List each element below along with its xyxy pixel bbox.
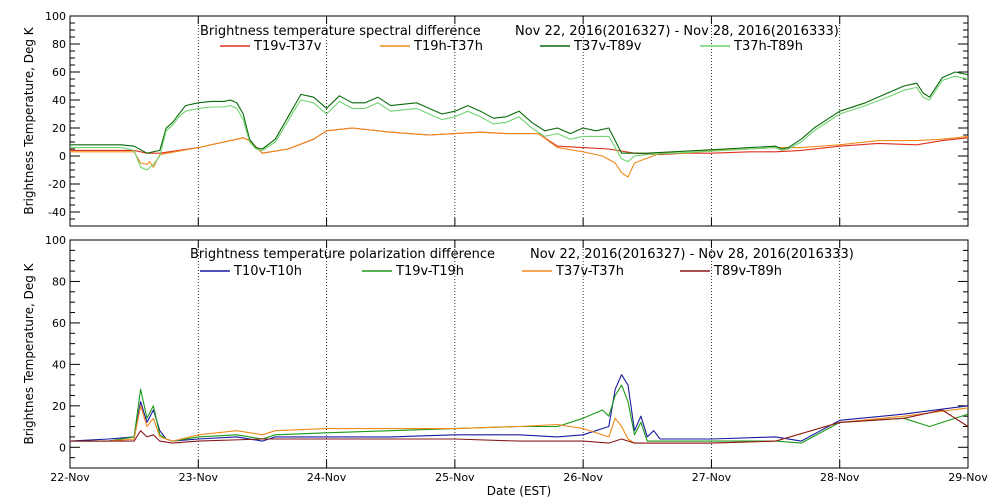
y-tick-label: -40 — [48, 206, 66, 219]
legend-label: T19h-T37h — [413, 39, 483, 54]
y-tick-label: 20 — [52, 400, 66, 413]
y-tick-label: 60 — [52, 317, 66, 330]
legend-label: T19v-T37v — [253, 39, 322, 54]
y-tick-label: 100 — [45, 234, 66, 247]
y-tick-label: -20 — [48, 178, 66, 191]
panel-bottom-ylabel: Brightnes Temperature, Deg K — [22, 262, 36, 444]
y-tick-label: 100 — [45, 10, 66, 23]
x-tick-label: 22-Nov — [50, 471, 90, 484]
x-axis-label: Date (EST) — [487, 484, 551, 498]
series-line-t19h-t37h — [70, 127, 969, 178]
panel-top-legend: T19v-T37v T19h-T37h T37v-T89v T37h-T89h — [220, 39, 803, 54]
panel-bottom-title: Brightness temperature polarization diff… — [190, 247, 495, 262]
panel-bottom: 0 20 40 60 80 100 Brightness temperature pola… — [22, 234, 969, 469]
panel-top-series — [70, 71, 969, 178]
y-tick-label: 40 — [52, 358, 66, 371]
panel-top-subtitle: Nov 22, 2016(2016327) - Nov 28, 2016(201… — [515, 24, 839, 39]
panel-top: -40 -20 0 20 40 60 80 100 Brightness temperatur… — [22, 10, 969, 227]
panel-top-title: Brightness temperature spectral differen… — [200, 24, 481, 39]
y-tick-label: 60 — [52, 66, 66, 79]
series-line-t37h-t89h — [70, 75, 969, 171]
panel-bottom-grid — [197, 240, 841, 468]
panel-bottom-legend: T10v-T10h T19v-T19h T37v-T37h T89v-T89h — [200, 264, 782, 279]
x-tick-label: 25-Nov — [435, 471, 475, 484]
panel-top-ylabel: Brightness Temperature, Deg K — [22, 26, 36, 214]
panel-bottom-y-ticks: 0 20 40 60 80 100 — [45, 234, 969, 469]
series-line-t89v-t89h — [70, 409, 969, 444]
panel-bottom-series — [69, 374, 969, 444]
x-tick-label: 24-Nov — [307, 471, 347, 484]
y-tick-label: 0 — [59, 150, 66, 163]
panel-top-grid — [197, 16, 841, 226]
panel-top-y-ticks: -40 -20 0 20 40 60 80 100 — [45, 10, 969, 227]
x-axis-ticks: 22-Nov 23-Nov 24-Nov 25-Nov 26-Nov 27-Nov 28-N… — [50, 471, 988, 484]
y-tick-label: 0 — [59, 441, 66, 454]
legend-label: T37v-T37h — [555, 264, 624, 279]
panel-top-frame — [69, 15, 969, 227]
x-tick-label: 29-Nov — [948, 471, 988, 484]
y-tick-label: 40 — [52, 94, 66, 107]
x-tick-label: 23-Nov — [179, 471, 219, 484]
y-tick-label: 20 — [52, 122, 66, 135]
x-tick-label: 28-Nov — [820, 471, 860, 484]
x-tick-label: 26-Nov — [563, 471, 603, 484]
panel-bottom-subtitle: Nov 22, 2016(2016327) - Nov 28, 2016(201… — [530, 247, 854, 262]
x-tick-label: 27-Nov — [692, 471, 732, 484]
series-line-t10v-t10h — [69, 374, 969, 442]
series-line-t19v-t37v — [70, 127, 969, 156]
series-line-t37v-t89v — [70, 71, 969, 154]
series-line-t19v-t19h — [70, 384, 969, 444]
y-tick-label: 80 — [52, 275, 66, 288]
legend-label: T37h-T89h — [733, 39, 803, 54]
legend-label: T37v-T89v — [573, 39, 642, 54]
legend-label: T10v-T10h — [233, 264, 302, 279]
legend-label: T89v-T89h — [713, 264, 782, 279]
y-tick-label: 80 — [52, 38, 66, 51]
legend-label: T19v-T19h — [395, 264, 464, 279]
